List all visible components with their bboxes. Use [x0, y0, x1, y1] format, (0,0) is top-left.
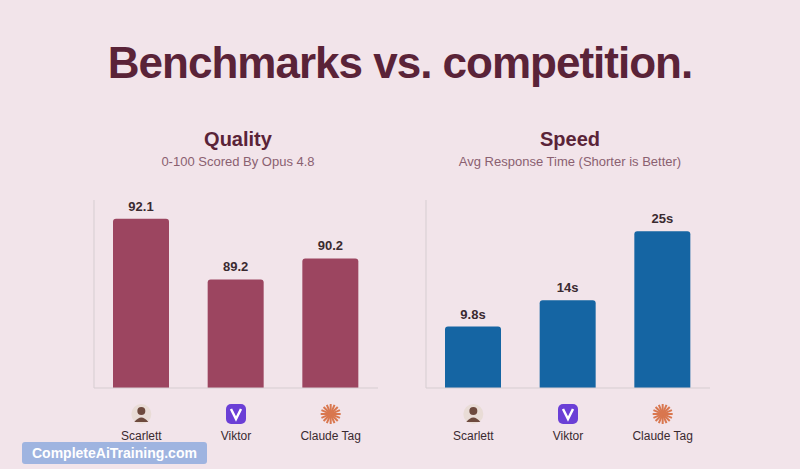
- svg-text:14s: 14s: [557, 280, 579, 295]
- svg-text:9.8s: 9.8s: [460, 307, 485, 322]
- svg-text:Claude Tag: Claude Tag: [632, 429, 693, 443]
- html-text:Benchmarks vs. competition.: Benchmarks vs. competition.: [107, 38, 693, 87]
- html-text:CompleteAiTraining.com: CompleteAiTraining.com: [32, 445, 197, 461]
- svg-text:92.1: 92.1: [128, 199, 153, 214]
- svg-text:Viktor: Viktor: [553, 429, 583, 443]
- svg-text:Viktor: Viktor: [221, 429, 251, 443]
- html-text:0-100 Scored By Opus 4.8: 0-100 Scored By Opus 4.8: [161, 154, 315, 169]
- html-text:Avg Response Time (Shorter is: Avg Response Time (Shorter is Better): [458, 154, 682, 169]
- svg-text:Scarlett: Scarlett: [453, 429, 494, 443]
- svg-text:25s: 25s: [651, 211, 673, 226]
- html-text:Quality: Quality: [204, 128, 272, 150]
- html-text:Speed: Speed: [540, 128, 600, 150]
- svg-text:89.2: 89.2: [223, 259, 248, 274]
- svg-text:Claude Tag: Claude Tag: [300, 429, 361, 443]
- svg-text:90.2: 90.2: [318, 238, 343, 253]
- svg-text:Scarlett: Scarlett: [121, 429, 162, 443]
